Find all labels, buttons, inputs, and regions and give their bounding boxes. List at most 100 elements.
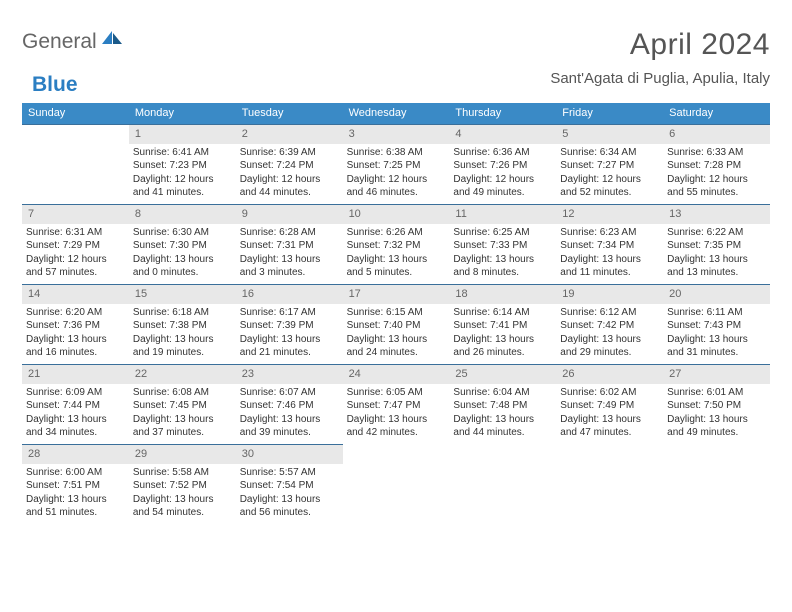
day-number: 4: [455, 128, 461, 140]
sunset-text: Sunset: 7:38 PM: [133, 319, 232, 333]
sunset-text: Sunset: 7:27 PM: [560, 159, 659, 173]
daylight-text: Daylight: 13 hours and 51 minutes.: [26, 493, 125, 520]
day-number: 7: [28, 208, 34, 220]
day-number: 12: [562, 208, 574, 220]
sunset-text: Sunset: 7:31 PM: [240, 239, 339, 253]
daynum-row: 7: [22, 204, 129, 224]
sunset-text: Sunset: 7:24 PM: [240, 159, 339, 173]
sunset-text: Sunset: 7:30 PM: [133, 239, 232, 253]
day-number: 24: [349, 368, 361, 380]
day-number: 19: [562, 288, 574, 300]
daylight-text: Daylight: 13 hours and 44 minutes.: [453, 413, 552, 440]
daylight-text: Daylight: 13 hours and 42 minutes.: [347, 413, 446, 440]
day-number: 20: [669, 288, 681, 300]
sunset-text: Sunset: 7:48 PM: [453, 399, 552, 413]
calendar-cell: [343, 444, 450, 524]
daynum-row: 8: [129, 204, 236, 224]
calendar-body: 1Sunrise: 6:41 AMSunset: 7:23 PMDaylight…: [22, 124, 770, 524]
daylight-text: Daylight: 12 hours and 57 minutes.: [26, 253, 125, 280]
day-number: 25: [455, 368, 467, 380]
sunrise-text: Sunrise: 6:17 AM: [240, 306, 339, 320]
daynum-row: 25: [449, 364, 556, 384]
sunrise-text: Sunrise: 6:11 AM: [667, 306, 766, 320]
title-block: April 2024 Sant'Agata di Puglia, Apulia,…: [550, 28, 770, 87]
daylight-text: Daylight: 13 hours and 19 minutes.: [133, 333, 232, 360]
calendar-cell: 12Sunrise: 6:23 AMSunset: 7:34 PMDayligh…: [556, 204, 663, 284]
daynum-row: 21: [22, 364, 129, 384]
sunset-text: Sunset: 7:34 PM: [560, 239, 659, 253]
sunset-text: Sunset: 7:42 PM: [560, 319, 659, 333]
day-number: 16: [242, 288, 254, 300]
sunrise-text: Sunrise: 6:30 AM: [133, 226, 232, 240]
day-number: 15: [135, 288, 147, 300]
logo-sail-icon: [100, 29, 122, 53]
logo-blue: Blue: [32, 73, 78, 97]
calendar-cell: 15Sunrise: 6:18 AMSunset: 7:38 PMDayligh…: [129, 284, 236, 364]
week-row: 7Sunrise: 6:31 AMSunset: 7:29 PMDaylight…: [22, 204, 770, 284]
sunset-text: Sunset: 7:23 PM: [133, 159, 232, 173]
sunrise-text: Sunrise: 6:09 AM: [26, 386, 125, 400]
month-title: April 2024: [550, 28, 770, 62]
day-number: 3: [349, 128, 355, 140]
calendar-cell: [449, 444, 556, 524]
calendar-cell: 1 Sunrise: 6:41 AMSunset: 7:23 PMDaylight…: [129, 124, 236, 204]
day-number: 26: [562, 368, 574, 380]
calendar-cell: 21 Sunrise: 6:09 AMSunset: 7:44 PMDayligh…: [22, 364, 129, 444]
sunrise-text: Sunrise: 6:01 AM: [667, 386, 766, 400]
sunset-text: Sunset: 7:33 PM: [453, 239, 552, 253]
sunset-text: Sunset: 7:36 PM: [26, 319, 125, 333]
sunrise-text: Sunrise: 6:28 AM: [240, 226, 339, 240]
week-row: 1 Sunrise: 6:41 AMSunset: 7:23 PMDaylight…: [22, 124, 770, 204]
calendar: SundayMondayTuesdayWednesdayThursdayFrid…: [22, 103, 770, 524]
sunset-text: Sunset: 7:26 PM: [453, 159, 552, 173]
calendar-cell: 7Sunrise: 6:31 AMSunset: 7:29 PMDaylight…: [22, 204, 129, 284]
calendar-cell: 14Sunrise: 6:20 AMSunset: 7:36 PMDayligh…: [22, 284, 129, 364]
daynum-row: 10: [343, 204, 450, 224]
daynum-row: 12: [556, 204, 663, 224]
sunrise-text: Sunrise: 6:41 AM: [133, 146, 232, 160]
sunset-text: Sunset: 7:44 PM: [26, 399, 125, 413]
calendar-cell: 5Sunrise: 6:34 AMSunset: 7:27 PMDaylight…: [556, 124, 663, 204]
sunrise-text: Sunrise: 6:05 AM: [347, 386, 446, 400]
daynum-row: 2: [236, 124, 343, 144]
daylight-text: Daylight: 12 hours and 41 minutes.: [133, 173, 232, 200]
calendar-cell: [22, 124, 129, 204]
day-number: 28: [28, 448, 40, 460]
day-header: Sunday: [22, 103, 129, 124]
sunrise-text: Sunrise: 6:14 AM: [453, 306, 552, 320]
day-number: 17: [349, 288, 361, 300]
sunrise-text: Sunrise: 6:04 AM: [453, 386, 552, 400]
sunrise-text: Sunrise: 6:20 AM: [26, 306, 125, 320]
calendar-cell: 28Sunrise: 6:00 AMSunset: 7:51 PMDayligh…: [22, 444, 129, 524]
sunrise-text: Sunrise: 6:12 AM: [560, 306, 659, 320]
daynum-row: 14: [22, 284, 129, 304]
daynum-row: 3: [343, 124, 450, 144]
week-row: 28Sunrise: 6:00 AMSunset: 7:51 PMDayligh…: [22, 444, 770, 524]
day-header: Thursday: [449, 103, 556, 124]
sunset-text: Sunset: 7:25 PM: [347, 159, 446, 173]
sunrise-text: Sunrise: 6:31 AM: [26, 226, 125, 240]
sunrise-text: Sunrise: 6:26 AM: [347, 226, 446, 240]
sunset-text: Sunset: 7:28 PM: [667, 159, 766, 173]
calendar-cell: 20Sunrise: 6:11 AMSunset: 7:43 PMDayligh…: [663, 284, 770, 364]
sunset-text: Sunset: 7:51 PM: [26, 479, 125, 493]
sunrise-text: Sunrise: 5:58 AM: [133, 466, 232, 480]
calendar-cell: 25 Sunrise: 6:04 AMSunset: 7:48 PMDayligh…: [449, 364, 556, 444]
daylight-text: Daylight: 13 hours and 31 minutes.: [667, 333, 766, 360]
calendar-cell: 24 Sunrise: 6:05 AMSunset: 7:47 PMDayligh…: [343, 364, 450, 444]
daylight-text: Daylight: 13 hours and 37 minutes.: [133, 413, 232, 440]
calendar-cell: [663, 444, 770, 524]
daylight-text: Daylight: 13 hours and 34 minutes.: [26, 413, 125, 440]
daylight-text: Daylight: 13 hours and 26 minutes.: [453, 333, 552, 360]
daylight-text: Daylight: 13 hours and 5 minutes.: [347, 253, 446, 280]
sunset-text: Sunset: 7:50 PM: [667, 399, 766, 413]
day-number: 1: [135, 128, 141, 140]
sunrise-text: Sunrise: 6:07 AM: [240, 386, 339, 400]
calendar-cell: 8Sunrise: 6:30 AMSunset: 7:30 PMDaylight…: [129, 204, 236, 284]
sunrise-text: Sunrise: 6:33 AM: [667, 146, 766, 160]
daylight-text: Daylight: 13 hours and 13 minutes.: [667, 253, 766, 280]
sunrise-text: Sunrise: 6:25 AM: [453, 226, 552, 240]
sunset-text: Sunset: 7:40 PM: [347, 319, 446, 333]
sunset-text: Sunset: 7:47 PM: [347, 399, 446, 413]
calendar-cell: 11Sunrise: 6:25 AMSunset: 7:33 PMDayligh…: [449, 204, 556, 284]
